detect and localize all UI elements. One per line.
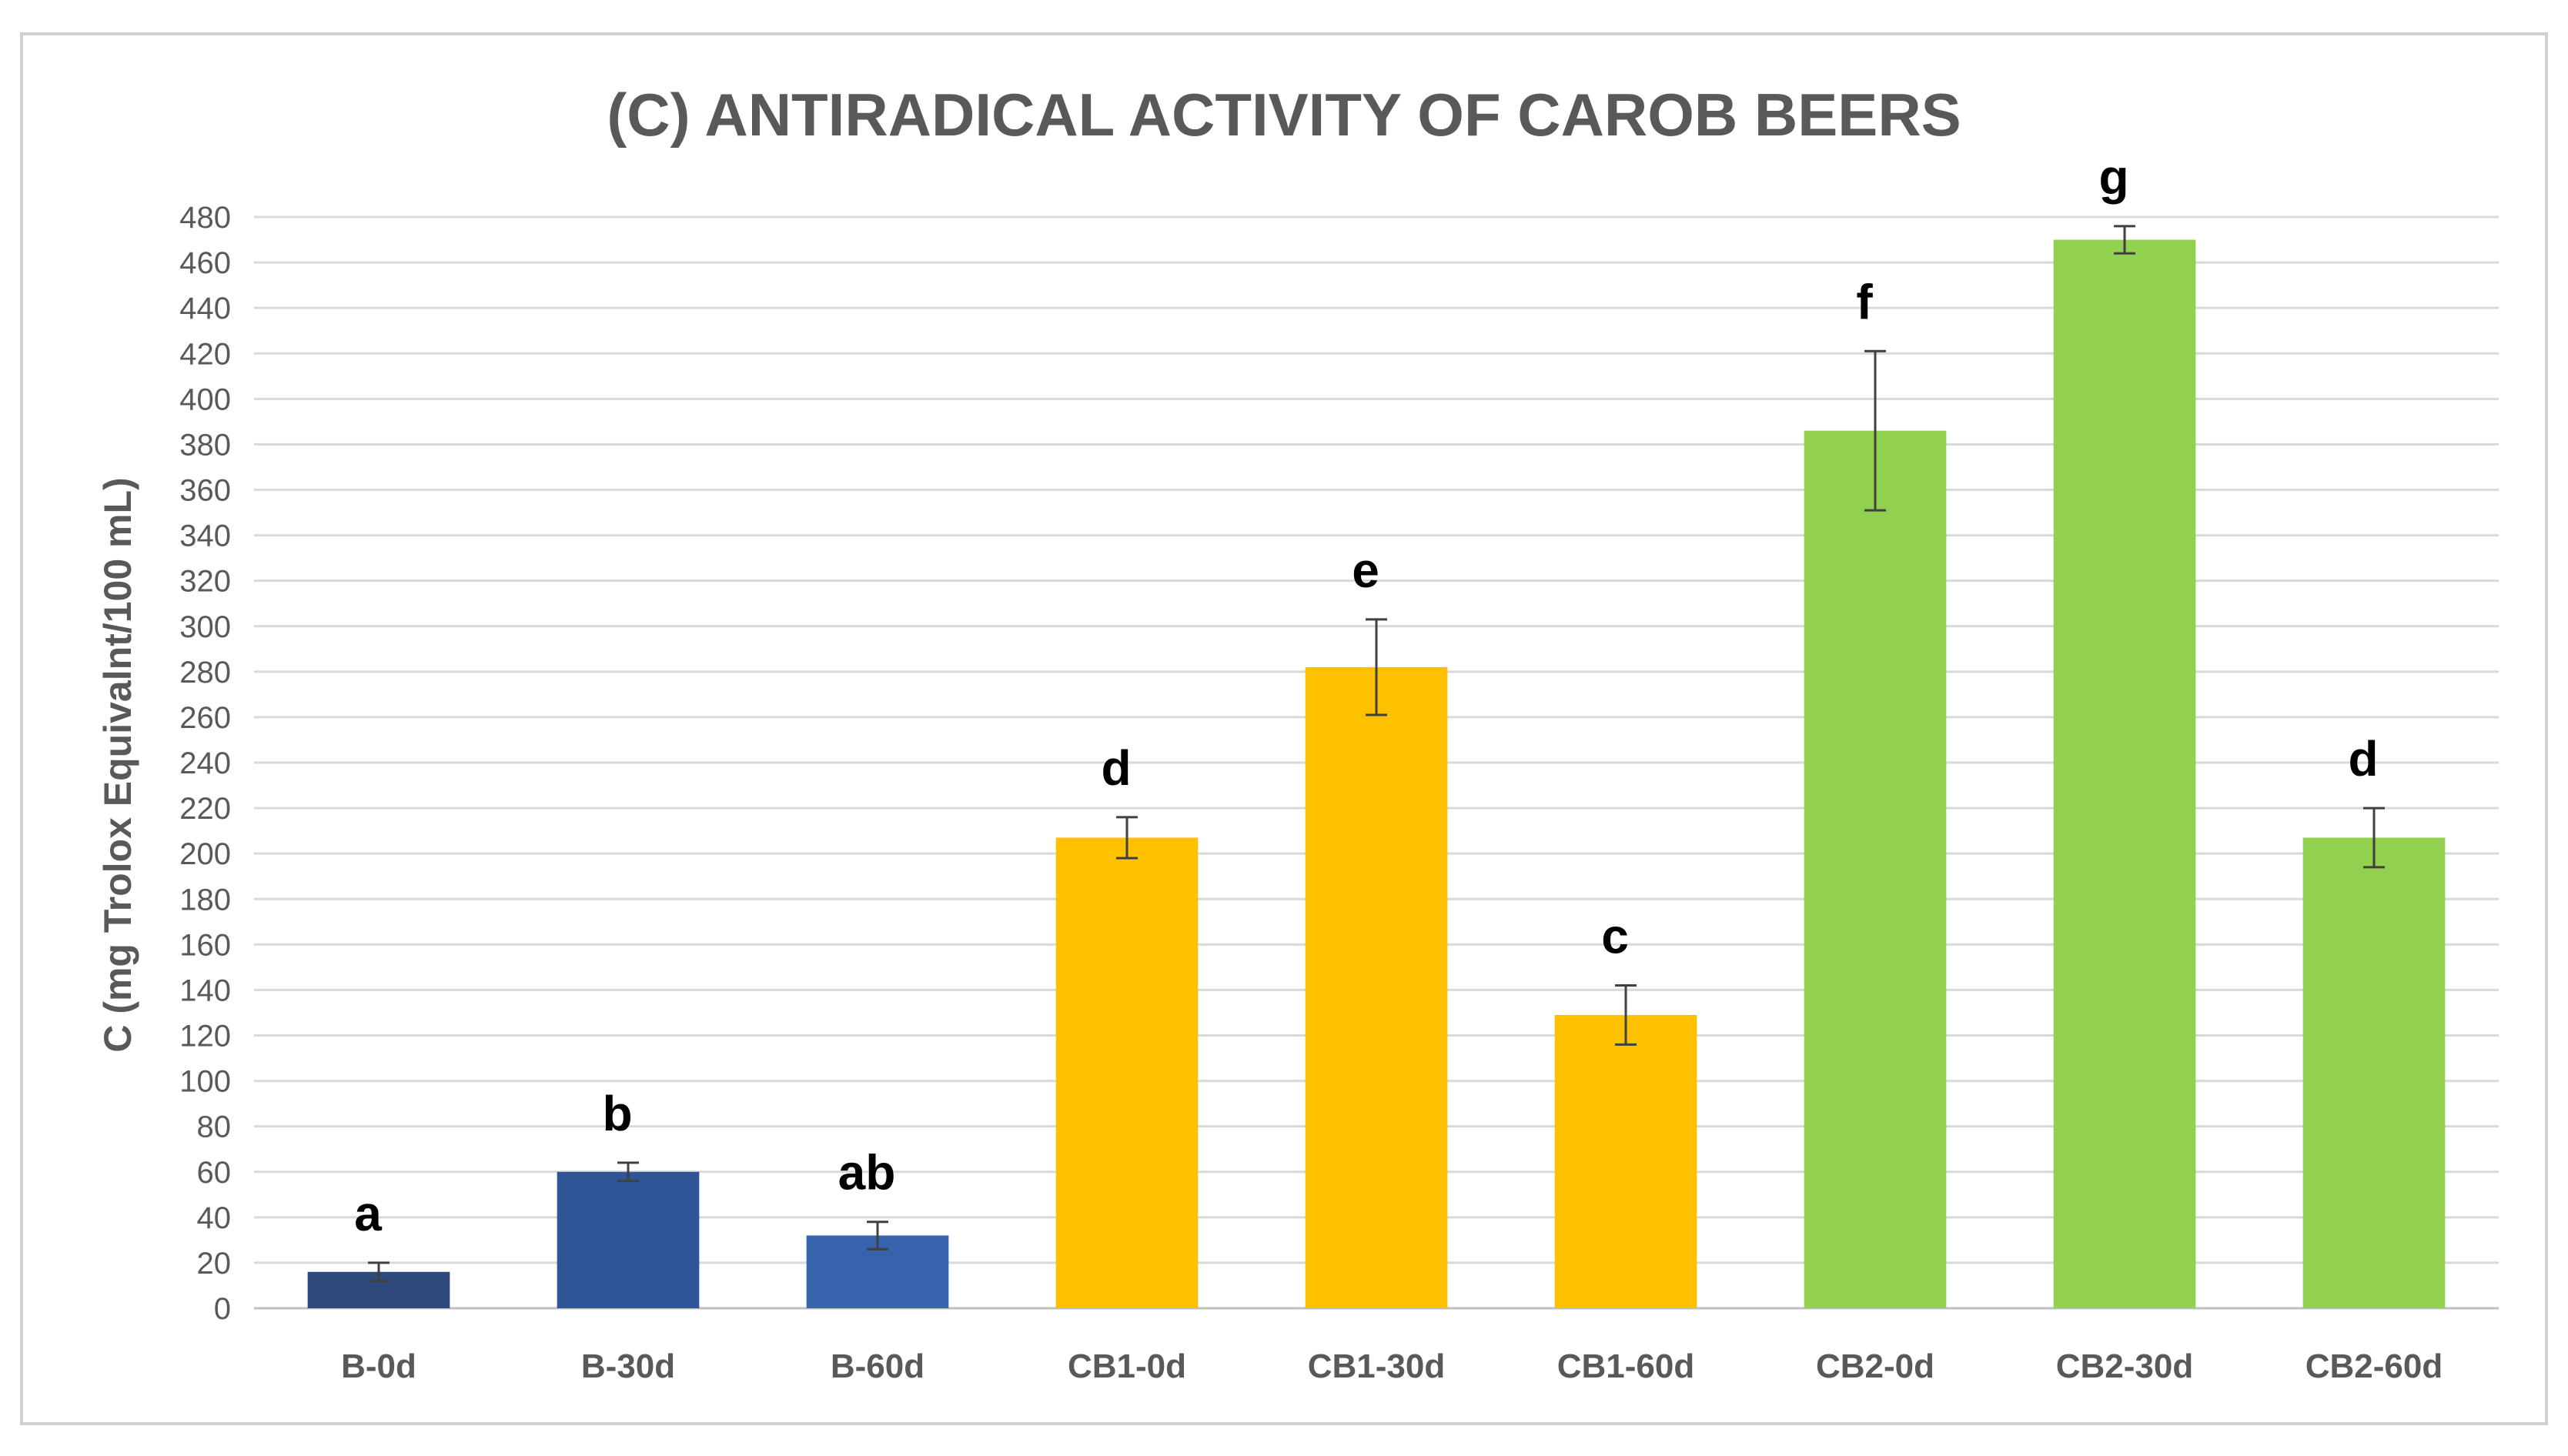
x-tick-layer: B-0d B-30d B-60d CB1-0d CB1-30d CB1-60d CB2-0d…: [341, 1347, 2443, 1385]
y-tick-label-220: 220: [179, 792, 231, 826]
bar-CB1-0d: [1055, 837, 1199, 1308]
y-tick-label-100: 100: [179, 1065, 231, 1099]
y-tick-label-320: 320: [179, 565, 231, 599]
y-tick-label-120: 120: [179, 1020, 231, 1054]
significance-letter-CB2-30d: g: [2098, 149, 2128, 205]
bar-CB1-30d: [1305, 666, 1448, 1308]
x-tick-label-CB2-30d: CB2-30d: [2056, 1347, 2194, 1385]
y-tick-label-40: 40: [197, 1201, 232, 1235]
bar-B-30d: [557, 1171, 700, 1308]
bar-CB1-60d: [1554, 1014, 1697, 1308]
y-tick-label-480: 480: [179, 201, 231, 235]
y-tick-label-200: 200: [179, 837, 231, 871]
significance-letter-CB1-30d: e: [1352, 543, 1379, 598]
bar-CB2-0d: [1804, 430, 1947, 1308]
y-tick-label-340: 340: [179, 519, 231, 553]
y-tick-label-80: 80: [197, 1110, 232, 1144]
significance-letter-B-60d: ab: [838, 1145, 896, 1201]
x-tick-label-CB1-60d: CB1-60d: [1557, 1347, 1695, 1385]
x-tick-label-CB2-0d: CB2-0d: [1816, 1347, 1934, 1385]
y-tick-label-140: 140: [179, 973, 231, 1007]
significance-letter-CB1-0d: d: [1101, 740, 1131, 796]
y-tick-label-420: 420: [179, 337, 231, 371]
y-tick-label-20: 20: [197, 1247, 232, 1281]
bar-CB2-30d: [2053, 239, 2196, 1309]
y-tick-label-440: 440: [179, 292, 231, 326]
significance-letter-CB2-0d: f: [1856, 274, 1873, 329]
x-tick-label-B-60d: B-60d: [831, 1347, 925, 1385]
x-tick-label-B-0d: B-0d: [341, 1347, 416, 1385]
bars-layer: [307, 239, 2446, 1309]
significance-letter-CB1-60d: c: [1601, 909, 1629, 964]
y-tick-label-300: 300: [179, 610, 231, 644]
error-bar-layer: [368, 225, 2385, 1283]
y-tick-label-400: 400: [179, 382, 231, 416]
y-tick-label-260: 260: [179, 701, 231, 735]
x-tick-label-CB1-0d: CB1-0d: [1068, 1347, 1186, 1385]
y-tick-label-240: 240: [179, 746, 231, 780]
y-tick-label-160: 160: [179, 928, 231, 962]
y-tick-label-60: 60: [197, 1156, 232, 1190]
chart-title: (C) ANTIRADICAL ACTIVITY OF CAROB BEERS: [607, 81, 1961, 149]
y-tick-label-460: 460: [179, 246, 231, 280]
significance-letter-B-30d: b: [602, 1086, 632, 1141]
y-axis-label: C (mg Trolox Equivalnt/100 mL): [96, 477, 139, 1052]
y-tick-label-360: 360: [179, 474, 231, 508]
x-tick-label-CB1-30d: CB1-30d: [1308, 1347, 1446, 1385]
y-tick-layer: 0 20 40 60 80 100 120 140 160 180 200 220 240 260 280 3…: [179, 201, 231, 1326]
x-tick-label-CB2-60d: CB2-60d: [2306, 1347, 2443, 1385]
y-tick-label-0: 0: [214, 1292, 231, 1326]
y-tick-label-380: 380: [179, 428, 231, 462]
bar-CB2-60d: [2302, 837, 2446, 1308]
significance-letter-B-0d: a: [354, 1186, 382, 1241]
y-tick-label-180: 180: [179, 883, 231, 917]
y-tick-label-280: 280: [179, 656, 231, 690]
significance-letter-CB2-60d: d: [2348, 731, 2378, 786]
x-tick-label-B-30d: B-30d: [581, 1347, 675, 1385]
